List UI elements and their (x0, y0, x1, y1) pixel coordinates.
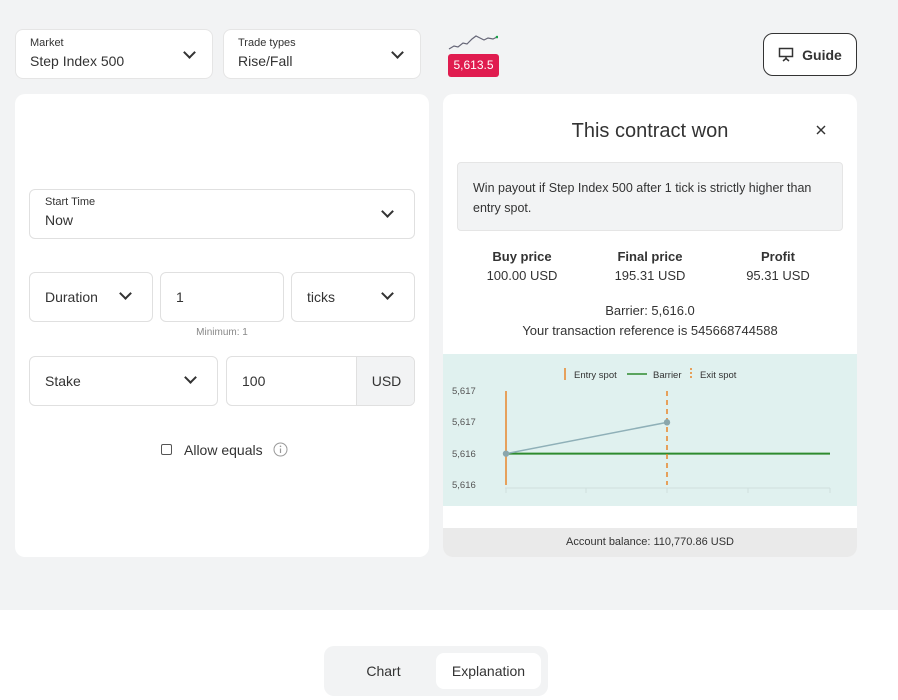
buy-price-value: 100.00 USD (486, 268, 558, 283)
contract-details-panel: This contract won Win payout if Step Ind… (443, 94, 857, 557)
trade-types-label: Trade types (238, 37, 296, 49)
contract-description: Win payout if Step Index 500 after 1 tic… (457, 162, 843, 231)
stake-input[interactable]: 100 USD (226, 356, 415, 406)
trade-types-selector[interactable]: Trade types Rise/Fall (223, 29, 421, 79)
duration-type-value: Duration (45, 289, 98, 305)
contract-chart-svg: Entry spot Barrier Exit spot 5,617 5,617 5,61… (452, 368, 831, 493)
tab-chart[interactable]: Chart (366, 663, 401, 679)
contract-result-title: This contract won (571, 120, 729, 142)
presentation-icon (778, 47, 794, 62)
final-price-value: 195.31 USD (614, 268, 686, 283)
start-time-value: Now (45, 212, 74, 228)
stake-type-value: Stake (45, 373, 81, 389)
legend-label: Entry spot (574, 370, 617, 381)
barrier-text: Barrier: 5,616.0 (605, 303, 695, 318)
buy-price-label: Buy price (492, 249, 552, 264)
trade-form-panel: Start Time Now Duration 1 ticks Minimum:… (15, 94, 429, 557)
profit-label: Profit (761, 249, 795, 264)
price-sparkline (448, 35, 498, 50)
y-tick-label: 5,616 (452, 480, 476, 491)
buy-price-stat: Buy price 100.00 USD (457, 249, 587, 283)
final-price-stat: Final price 195.31 USD (585, 249, 715, 283)
view-toggle: Chart Explanation (324, 646, 548, 696)
allow-equals-checkbox[interactable] (161, 444, 172, 455)
y-tick-label: 5,617 (452, 386, 476, 397)
duration-unit-value: ticks (307, 289, 335, 305)
tab-explanation[interactable]: Explanation (436, 653, 541, 689)
duration-input[interactable]: 1 (160, 272, 284, 322)
y-tick-label: 5,616 (452, 449, 476, 460)
market-label: Market (30, 37, 64, 49)
chevron-down-icon (119, 287, 132, 300)
price-series-line (505, 421, 668, 455)
chevron-down-icon (184, 371, 197, 384)
start-time-label: Start Time (45, 196, 96, 208)
start-time-selector[interactable]: Start Time Now (29, 189, 415, 239)
guide-button[interactable]: Guide (763, 33, 857, 76)
stake-currency: USD (356, 357, 414, 405)
duration-type-selector[interactable]: Duration (29, 272, 153, 322)
transaction-reference: Your transaction reference is 5456687445… (522, 323, 778, 338)
legend-label: Exit spot (700, 370, 737, 381)
y-tick-label: 5,617 (452, 417, 476, 428)
trade-types-value: Rise/Fall (238, 53, 293, 69)
guide-label: Guide (802, 46, 842, 63)
profit-value: 95.31 USD (746, 268, 810, 283)
contract-chart: Entry spot Barrier Exit spot 5,617 5,617 5,61… (443, 354, 857, 506)
market-value: Step Index 500 (30, 53, 125, 69)
price-point (502, 450, 510, 457)
profit-stat: Profit 95.31 USD (713, 249, 843, 283)
duration-unit-selector[interactable]: ticks (291, 272, 415, 322)
market-selector[interactable]: Market Step Index 500 (15, 29, 213, 79)
close-icon[interactable] (814, 123, 828, 137)
price-point (663, 419, 671, 426)
duration-value: 1 (176, 289, 184, 305)
current-price-badge: 5,613.5 (448, 54, 499, 77)
account-balance: Account balance: 110,770.86 USD (443, 528, 857, 557)
stake-type-selector[interactable]: Stake (29, 356, 218, 406)
allow-equals-label: Allow equals (184, 442, 263, 458)
final-price-label: Final price (617, 249, 683, 264)
chevron-down-icon (381, 287, 394, 300)
legend-label: Barrier (653, 370, 682, 381)
chevron-down-icon (381, 205, 394, 218)
duration-hint: Minimum: 1 (196, 327, 248, 338)
stake-value: 100 (242, 373, 266, 389)
info-icon[interactable] (273, 442, 288, 457)
